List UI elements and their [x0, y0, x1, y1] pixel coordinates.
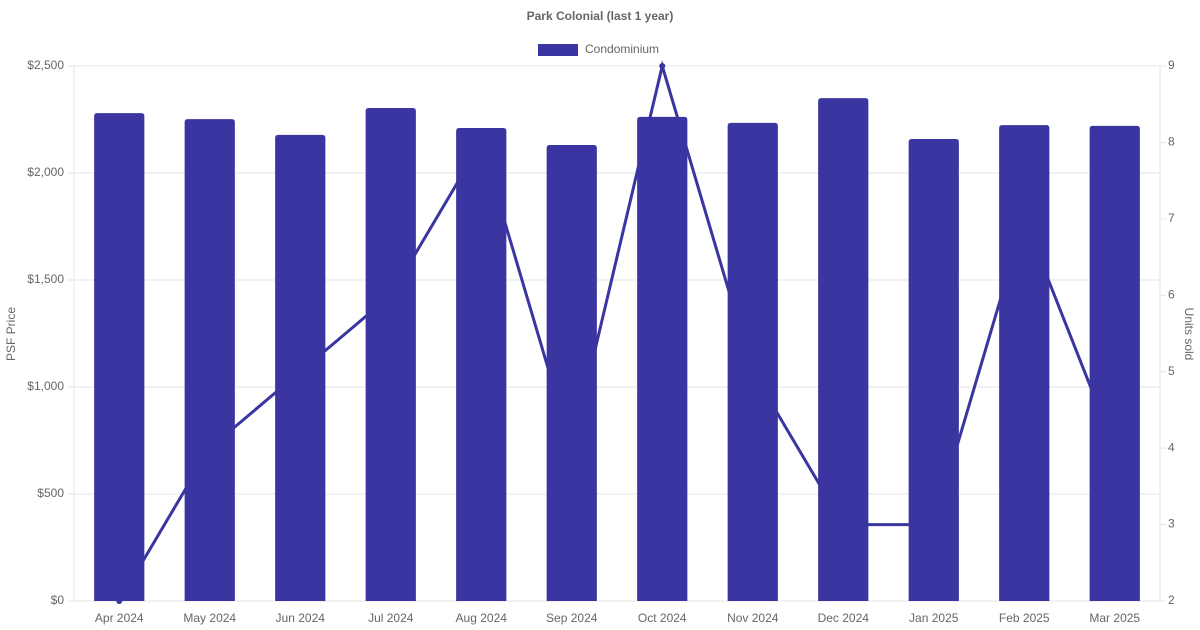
x-tick-label: Dec 2024 — [818, 611, 870, 625]
line-point — [116, 598, 123, 604]
y-tick-label: $1,500 — [27, 272, 64, 286]
legend-label: Condominium — [585, 42, 659, 56]
y-axis-title: PSF Price — [4, 307, 18, 361]
x-tick-label: Oct 2024 — [638, 611, 687, 625]
y2-tick-label: 3 — [1168, 517, 1175, 531]
bar — [637, 116, 688, 601]
x-tick-label: Jul 2024 — [368, 611, 414, 625]
x-tick-label: Feb 2025 — [999, 611, 1050, 625]
y-tick-label: $1,000 — [27, 379, 64, 393]
bar — [275, 134, 326, 601]
line-point — [387, 292, 394, 299]
bar — [365, 107, 416, 601]
x-tick-label: Mar 2025 — [1089, 611, 1140, 625]
bar — [818, 98, 869, 601]
bar — [456, 128, 507, 601]
bar — [727, 122, 778, 601]
y2-tick-label: 5 — [1168, 364, 1175, 378]
x-tick-label: May 2024 — [183, 611, 236, 625]
line — [117, 60, 1117, 602]
y2-tick-label: 9 — [1168, 58, 1175, 72]
bar — [908, 138, 959, 601]
y-tick-label: $0 — [51, 593, 65, 607]
y-tick-label: $2,500 — [27, 58, 64, 72]
y2-tick-label: 2 — [1168, 593, 1175, 607]
chart-title: Park Colonial (last 1 year) — [527, 9, 674, 23]
x-tick-label: Aug 2024 — [456, 611, 508, 625]
y-tick-label: $500 — [37, 486, 64, 500]
x-tick-label: Apr 2024 — [95, 611, 144, 625]
line-point — [297, 368, 304, 375]
x-tick-label: Jun 2024 — [276, 611, 326, 625]
line-point — [568, 445, 575, 452]
x-tick-label: Sep 2024 — [546, 611, 598, 625]
bar — [999, 125, 1050, 602]
x-tick-label: Nov 2024 — [727, 611, 779, 625]
bar — [184, 119, 235, 602]
y-tick-label: $2,000 — [27, 165, 64, 179]
line-point — [840, 521, 847, 528]
y2-tick-label: 8 — [1168, 135, 1175, 149]
line-point — [930, 521, 937, 528]
y2-tick-label: 6 — [1168, 287, 1175, 301]
y2-tick-label: 4 — [1168, 440, 1175, 454]
bar — [546, 144, 597, 601]
line-point — [1111, 445, 1118, 452]
y2-axis-title: Units sold — [1182, 308, 1196, 361]
legend-swatch — [538, 44, 578, 56]
line-point — [1021, 215, 1028, 222]
bar — [94, 113, 145, 601]
line-point — [206, 445, 213, 452]
line-point — [659, 63, 666, 69]
line-point — [749, 368, 756, 375]
y2-tick-label: 7 — [1168, 211, 1175, 225]
line-point — [478, 139, 485, 146]
bar — [1089, 125, 1140, 602]
x-tick-label: Jan 2025 — [909, 611, 959, 625]
